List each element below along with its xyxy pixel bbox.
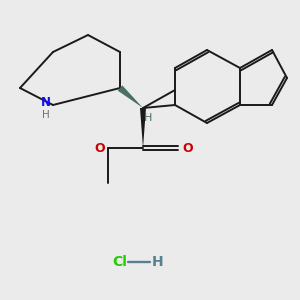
Polygon shape (140, 108, 146, 148)
Text: H: H (152, 255, 164, 269)
Polygon shape (118, 85, 143, 108)
Text: N: N (41, 97, 51, 110)
Text: Cl: Cl (112, 255, 128, 269)
Text: O: O (94, 142, 105, 154)
Text: H: H (42, 110, 50, 120)
Text: O: O (182, 142, 193, 154)
Text: H: H (144, 113, 152, 123)
